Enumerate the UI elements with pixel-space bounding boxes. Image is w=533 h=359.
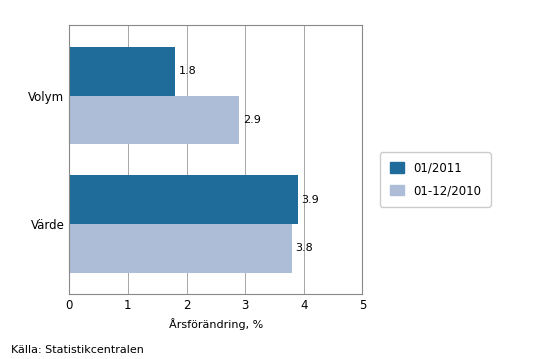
X-axis label: Årsförändring, %: Årsförändring, % — [169, 318, 263, 330]
Bar — [69, 175, 298, 224]
Text: 3.8: 3.8 — [296, 243, 313, 253]
Text: 1.8: 1.8 — [179, 66, 196, 76]
Text: 3.9: 3.9 — [302, 195, 319, 205]
Text: Källa: Statistikcentralen: Källa: Statistikcentralen — [11, 345, 143, 355]
Bar — [69, 224, 292, 272]
Bar — [69, 95, 239, 144]
Text: 2.9: 2.9 — [243, 115, 261, 125]
Bar — [69, 47, 175, 95]
Legend: 01/2011, 01-12/2010: 01/2011, 01-12/2010 — [380, 152, 490, 206]
